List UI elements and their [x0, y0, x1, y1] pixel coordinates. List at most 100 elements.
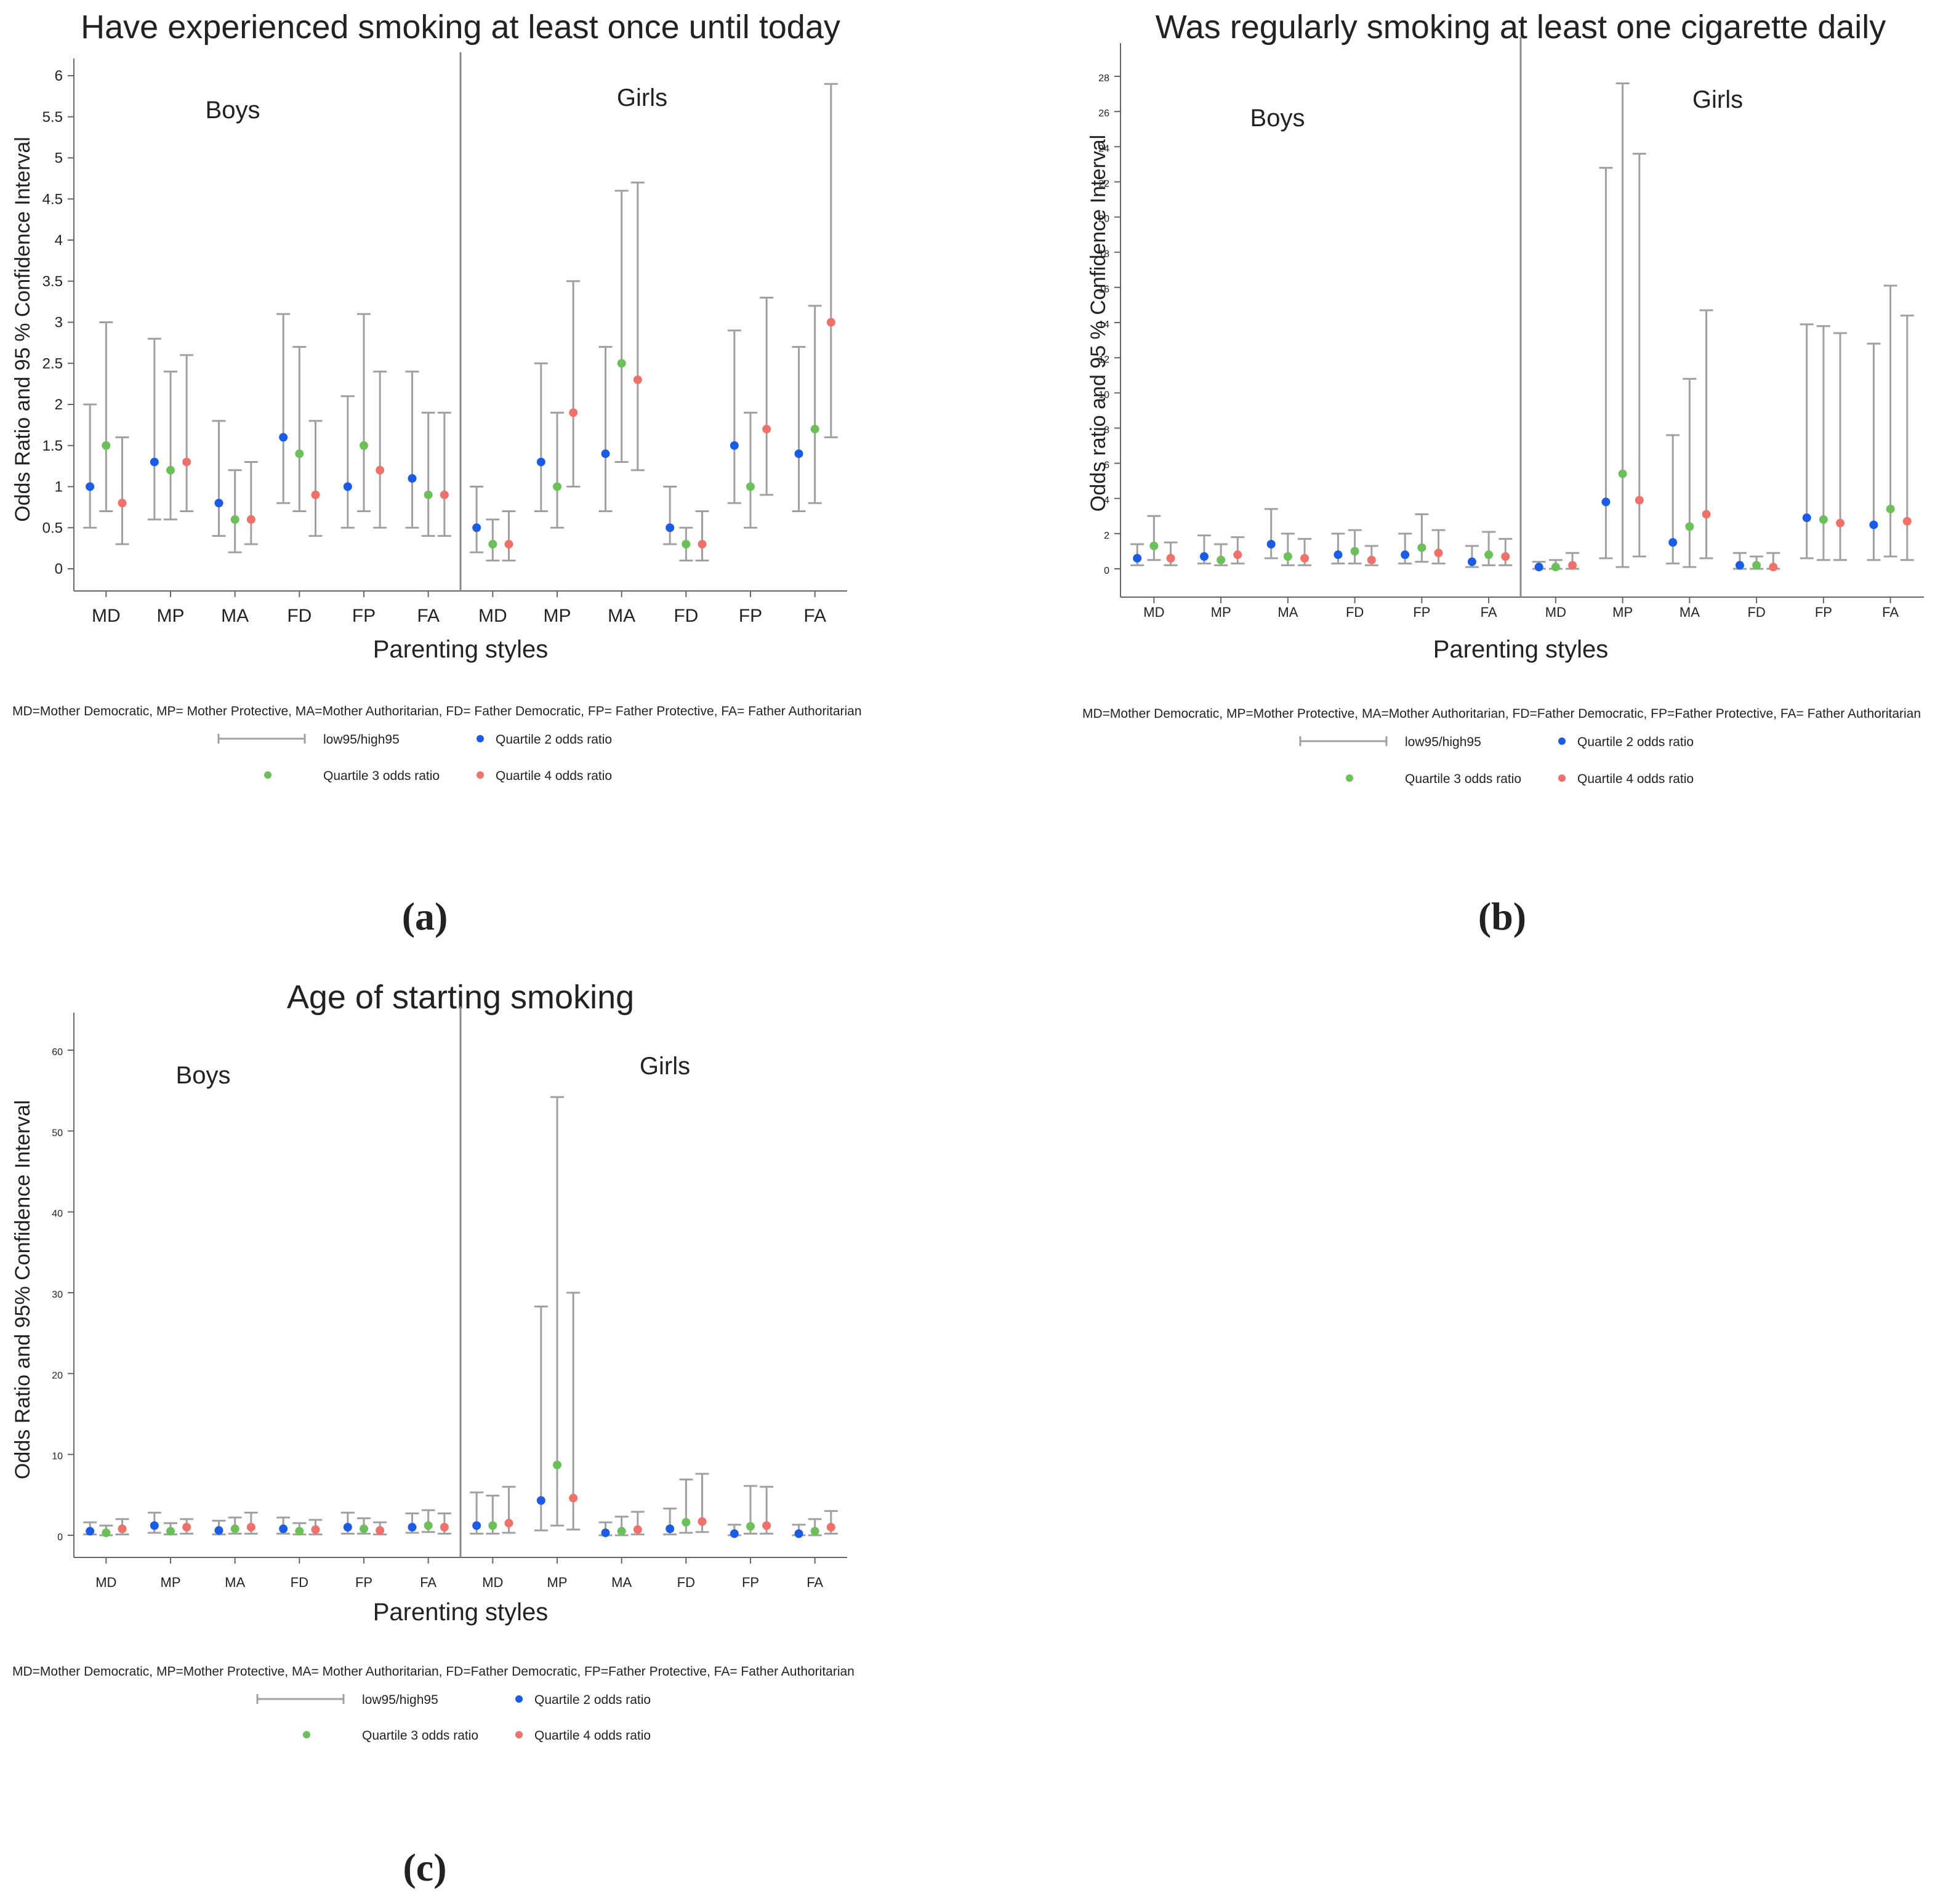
- data-point-q4: [182, 457, 191, 467]
- y-tick-label: 16: [1098, 284, 1109, 295]
- x-tick-label: FD: [1747, 605, 1765, 620]
- data-point-q2: [666, 1524, 675, 1533]
- data-point-q4: [1434, 548, 1443, 558]
- y-tick-label: 22: [1098, 179, 1109, 189]
- x-tick-label: FP: [355, 1575, 372, 1590]
- data-point-q2: [279, 433, 288, 442]
- x-tick-label: MD: [92, 606, 121, 626]
- data-point-q4: [1233, 550, 1242, 560]
- data-point-q2: [472, 1521, 481, 1530]
- x-tick-label: MA: [1277, 605, 1298, 620]
- data-point-q3: [295, 449, 304, 459]
- y-tick-label: 30: [52, 1290, 63, 1300]
- chart-title: Have experienced smoking at least once u…: [81, 9, 840, 46]
- data-point-q3: [682, 539, 691, 548]
- x-tick-label: FA: [1882, 605, 1899, 620]
- data-point-q2: [343, 482, 352, 491]
- data-point-q3: [746, 1522, 755, 1531]
- group-label-boys: Boys: [1250, 105, 1305, 132]
- x-tick-label: MD: [482, 1575, 503, 1590]
- data-point-q2: [1199, 552, 1209, 561]
- x-tick-label: FP: [742, 1575, 759, 1590]
- data-point-q3: [1283, 552, 1292, 561]
- x-tick-label: FP: [739, 606, 762, 626]
- data-point-q3: [1886, 504, 1895, 513]
- panel-label: (c): [403, 1846, 446, 1889]
- data-point-q2: [1735, 561, 1744, 570]
- legend: low95/high95 Quartile 2 odds ratio Quartil…: [217, 733, 612, 783]
- data-point-q2: [279, 1524, 288, 1533]
- data-point-q4: [1902, 516, 1912, 526]
- legend-q2-marker: [1558, 737, 1566, 745]
- y-tick-label: 0: [55, 561, 63, 577]
- y-tick-label: 14: [1098, 319, 1109, 330]
- x-tick-label: MP: [157, 606, 185, 626]
- legend-q3-label: Quartile 3 odds ratio: [362, 1729, 478, 1743]
- legend-q4-label: Quartile 4 odds ratio: [1577, 772, 1694, 786]
- x-tick-label: MD: [95, 1575, 116, 1590]
- y-tick-label: 6: [55, 68, 63, 84]
- data-point-q4: [1769, 563, 1778, 572]
- x-tick-label: FA: [1481, 605, 1497, 620]
- x-tick-label: MA: [611, 1575, 632, 1590]
- data-point-q2: [730, 441, 739, 450]
- data-point-q2: [601, 1528, 610, 1538]
- y-tick-label: 40: [52, 1209, 63, 1219]
- y-tick-label: 1: [55, 479, 63, 496]
- data-point-q3: [1350, 547, 1359, 556]
- data-point-q3: [1551, 563, 1560, 572]
- x-tick-label: MA: [225, 1575, 245, 1590]
- x-tick-label: MA: [221, 606, 249, 626]
- data-point-q2: [214, 1526, 223, 1535]
- data-point-q3: [102, 441, 111, 450]
- data-point-q2: [150, 1521, 159, 1530]
- y-tick-label: 60: [52, 1047, 63, 1058]
- legend-q2-label: Quartile 2 odds ratio: [1577, 735, 1694, 749]
- x-tick-label: MP: [544, 606, 571, 626]
- data-point-q4: [762, 425, 771, 434]
- data-point-q3: [553, 1460, 561, 1469]
- legend-q4-marker: [515, 1731, 523, 1738]
- data-point-q2: [1401, 550, 1410, 560]
- y-tick-label: 3.5: [42, 273, 63, 290]
- data-point-q2: [214, 499, 223, 508]
- x-tick-label: FD: [677, 1575, 695, 1590]
- data-point-q4: [504, 1519, 513, 1528]
- data-point-q2: [1467, 557, 1476, 566]
- data-point-q4: [1501, 552, 1510, 561]
- data-point-q3: [746, 482, 755, 491]
- data-point-q4: [569, 408, 578, 417]
- x-tick-label: FD: [291, 1575, 308, 1590]
- x-tick-label: MD: [478, 606, 507, 626]
- data-point-q4: [504, 539, 513, 548]
- y-tick-label: 0.5: [42, 520, 63, 536]
- legend-q4-label: Quartile 4 odds ratio: [534, 1729, 651, 1743]
- legend: low95/high95 Quartile 2 odds ratio Quartil…: [256, 1693, 651, 1743]
- x-tick-label: FP: [1815, 605, 1832, 620]
- data-point-q4: [246, 1522, 255, 1532]
- data-point-q3: [1217, 555, 1226, 564]
- data-point-q2: [1802, 513, 1811, 523]
- data-point-q3: [1149, 541, 1159, 550]
- data-point-q4: [826, 318, 835, 327]
- data-point-q3: [617, 1527, 626, 1536]
- legend-ci-label: low95/high95: [362, 1693, 438, 1707]
- data-point-q4: [376, 465, 385, 475]
- y-axis-label: Odds ratio and 95 % Confidence Interval: [1087, 135, 1110, 512]
- x-tick-label: FP: [352, 606, 376, 626]
- data-point-q4: [311, 490, 320, 499]
- abbreviation-note: MD=Mother Democratic, MP=Mother Protecti…: [1082, 707, 1921, 721]
- group-label-girls: Girls: [617, 84, 667, 111]
- legend-q2-label: Quartile 2 odds ratio: [534, 1693, 651, 1707]
- data-point-q2: [1869, 520, 1878, 529]
- data-point-q3: [360, 1524, 368, 1533]
- data-point-q4: [1635, 496, 1644, 505]
- legend-q2-marker: [515, 1695, 523, 1703]
- x-tick-label: FP: [1413, 605, 1430, 620]
- legend-ci-label: low95/high95: [323, 733, 400, 747]
- legend-q3-label: Quartile 3 odds ratio: [1405, 772, 1521, 786]
- data-point-q3: [617, 359, 626, 368]
- x-tick-label: MP: [1612, 605, 1633, 620]
